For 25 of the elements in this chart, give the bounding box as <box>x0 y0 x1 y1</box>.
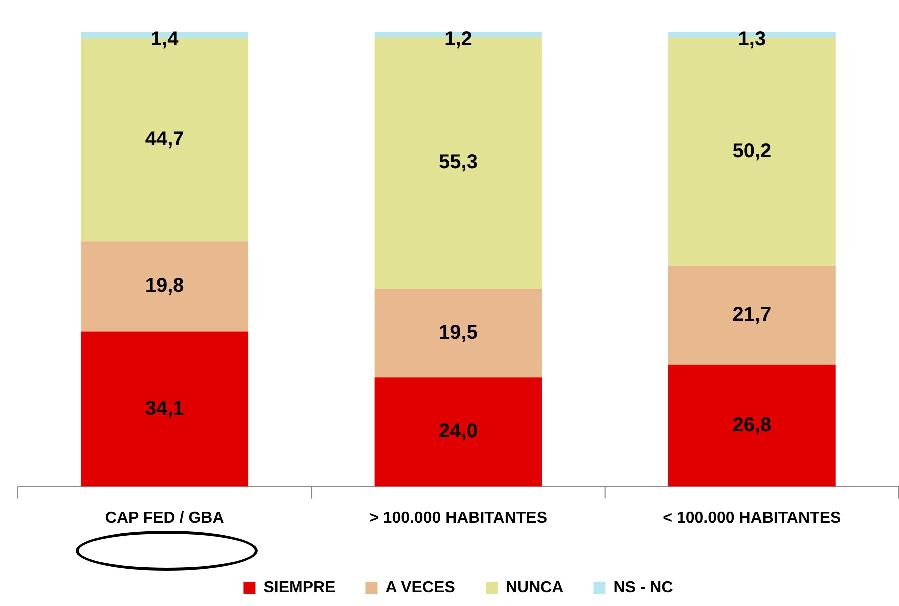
data-label: 50,2 <box>732 140 772 163</box>
bar <box>668 364 836 487</box>
data-label: 1,4 <box>150 28 180 51</box>
bar <box>81 332 249 487</box>
data-label: 1,3 <box>738 28 766 51</box>
legend-label: NUNCA <box>506 579 564 596</box>
legend-label: SIEMPRE <box>264 579 336 596</box>
data-label: 24,0 <box>439 420 478 443</box>
legend-label: A VECES <box>386 579 456 596</box>
x-tick-label: CAP FED / GBA <box>105 510 225 527</box>
data-label: 44,7 <box>145 128 184 151</box>
bar <box>374 288 542 378</box>
data-label: 19,8 <box>145 275 184 298</box>
data-label: 26,8 <box>732 414 772 436</box>
data-label: 55,3 <box>439 152 478 174</box>
data-label: 19,5 <box>439 322 478 344</box>
legend-label: NS - NC <box>614 579 674 596</box>
bar <box>81 242 249 332</box>
x-tick-label: < 100.000 HABITANTES <box>663 510 842 527</box>
bar <box>668 266 836 365</box>
data-label: 1,2 <box>444 28 472 51</box>
x-tick-label: > 100.000 HABITANTES <box>370 510 548 527</box>
bar <box>374 378 542 487</box>
data-label: 34,1 <box>145 398 184 420</box>
data-label: 21,7 <box>732 304 772 326</box>
